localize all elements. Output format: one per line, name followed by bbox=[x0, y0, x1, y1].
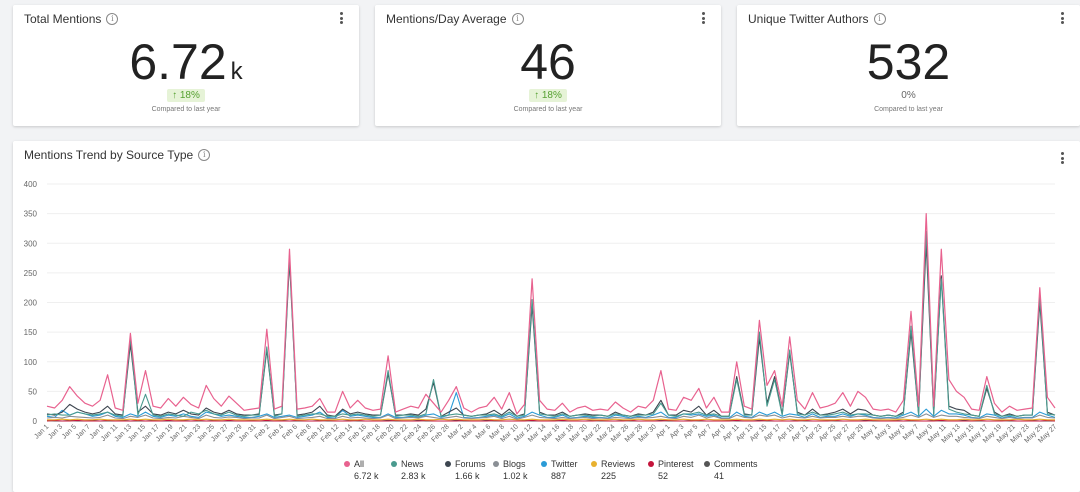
x-tick-label: Jan 3 bbox=[47, 423, 64, 440]
series-line-blogs bbox=[46, 413, 1056, 420]
kpi-card-mentions-per-day: Mentions/Day Average i 46 ↑ 18% Compared… bbox=[375, 5, 721, 126]
legend-total: 2.83 k bbox=[401, 471, 426, 481]
kpi-value: 46 bbox=[375, 34, 721, 90]
legend-item-forums[interactable]: Forums 1.66 k bbox=[445, 459, 493, 481]
legend-total: 41 bbox=[714, 471, 725, 481]
more-options-icon[interactable] bbox=[1056, 151, 1068, 165]
legend-item-twitter[interactable]: Twitter 887 bbox=[541, 459, 591, 481]
x-tick-label: Apr 1 bbox=[655, 423, 672, 440]
legend-total: 6.72 k bbox=[354, 471, 379, 481]
trend-title: Mentions Trend by Source Type i bbox=[24, 148, 211, 162]
kpi-title-label: Total Mentions bbox=[24, 12, 102, 26]
legend-total: 887 bbox=[551, 471, 567, 481]
legend-label: Twitter bbox=[551, 459, 578, 469]
kpi-card-total-mentions: Total Mentions i 6.72 k ↑ 18% Compared to… bbox=[13, 5, 359, 126]
legend-dot-icon bbox=[391, 461, 397, 467]
kpi-change: ↑ 18% bbox=[375, 89, 721, 102]
legend-item-reviews[interactable]: Reviews 225 bbox=[591, 459, 648, 481]
y-tick-label: 200 bbox=[24, 299, 38, 308]
more-options-icon[interactable] bbox=[697, 11, 709, 25]
legend-item-blogs[interactable]: Blogs 1.02 k bbox=[493, 459, 541, 481]
legend-dot-icon bbox=[445, 461, 451, 467]
kpi-change: ↑ 18% bbox=[13, 89, 359, 102]
chart-legend: All 6.72 k News 2.83 k Forums 1.66 k Blogs 1.02… bbox=[344, 459, 764, 481]
kpi-value: 6.72 k bbox=[13, 34, 359, 100]
legend-label: News bbox=[401, 459, 424, 469]
kpi-compare-label: Compared to last year bbox=[513, 106, 583, 113]
series-line-all bbox=[46, 213, 1056, 415]
y-tick-label: 0 bbox=[33, 417, 38, 426]
legend-dot-icon bbox=[344, 461, 350, 467]
legend-label: All bbox=[354, 459, 365, 469]
legend-item-all[interactable]: All 6.72 k bbox=[344, 459, 391, 481]
y-tick-label: 150 bbox=[24, 328, 38, 337]
y-tick-label: 50 bbox=[28, 387, 37, 396]
kpi-change-badge: 0% bbox=[901, 90, 916, 101]
kpi-change-badge: ↑ 18% bbox=[529, 89, 567, 102]
y-tick-label: 250 bbox=[24, 269, 38, 278]
x-tick-label: Jan 7 bbox=[75, 423, 92, 440]
legend-item-comments[interactable]: Comments 41 bbox=[704, 459, 764, 481]
legend-dot-icon bbox=[648, 461, 654, 467]
legend-dot-icon bbox=[704, 461, 710, 467]
info-icon[interactable]: i bbox=[873, 13, 886, 25]
legend-item-pinterest[interactable]: Pinterest 52 bbox=[648, 459, 704, 481]
trend-card: Mentions Trend by Source Type i 0 50 100 15… bbox=[13, 141, 1080, 492]
kpi-title: Mentions/Day Average i bbox=[386, 12, 524, 26]
x-tick-label: Apr 3 bbox=[669, 423, 686, 440]
legend-total: 52 bbox=[658, 471, 669, 481]
info-icon[interactable]: i bbox=[106, 13, 119, 25]
kpi-value-number: 532 bbox=[866, 34, 951, 90]
kpi-title: Unique Twitter Authors i bbox=[748, 12, 886, 26]
y-tick-label: 300 bbox=[24, 239, 38, 248]
x-tick-label: Jan 5 bbox=[61, 423, 78, 440]
more-options-icon[interactable] bbox=[1056, 11, 1068, 25]
legend-label: Forums bbox=[455, 459, 486, 469]
series-line-reviews bbox=[47, 418, 1055, 421]
x-tick-label: Apr 7 bbox=[696, 423, 713, 440]
info-icon[interactable]: i bbox=[198, 149, 211, 161]
kpi-title-label: Mentions/Day Average bbox=[386, 12, 507, 26]
series-line-news bbox=[46, 230, 1056, 417]
legend-total: 225 bbox=[601, 471, 617, 481]
legend-label: Blogs bbox=[503, 459, 526, 469]
kpi-value: 532 bbox=[737, 34, 1080, 90]
legend-total: 1.02 k bbox=[503, 471, 528, 481]
legend-dot-icon bbox=[541, 461, 547, 467]
more-options-icon[interactable] bbox=[335, 11, 347, 25]
y-tick-label: 100 bbox=[24, 358, 38, 367]
info-icon[interactable]: i bbox=[511, 13, 524, 25]
trend-title-label: Mentions Trend by Source Type bbox=[24, 148, 194, 162]
x-tick-label: Apr 5 bbox=[683, 423, 700, 440]
kpi-value-number: 6.72 bbox=[129, 34, 227, 90]
legend-dot-icon bbox=[591, 461, 597, 467]
kpi-value-unit: k bbox=[230, 58, 243, 85]
kpi-change: 0% bbox=[737, 89, 1080, 102]
series-line-pinterest bbox=[46, 419, 1056, 422]
legend-item-news[interactable]: News 2.83 k bbox=[391, 459, 445, 481]
kpi-compare-label: Compared to last year bbox=[151, 106, 221, 113]
legend-label: Comments bbox=[714, 459, 758, 469]
legend-label: Pinterest bbox=[658, 459, 694, 469]
y-tick-label: 350 bbox=[24, 210, 38, 219]
kpi-value-number: 46 bbox=[520, 34, 576, 90]
legend-total: 1.66 k bbox=[455, 471, 480, 481]
y-tick-label: 400 bbox=[24, 180, 38, 189]
legend-label: Reviews bbox=[601, 459, 636, 469]
kpi-title: Total Mentions i bbox=[24, 12, 119, 26]
kpi-title-label: Unique Twitter Authors bbox=[748, 12, 869, 26]
kpi-card-unique-twitter-authors: Unique Twitter Authors i 532 0% Compared… bbox=[737, 5, 1080, 126]
kpi-change-badge: ↑ 18% bbox=[167, 89, 205, 102]
kpi-compare-label: Compared to last year bbox=[874, 106, 943, 113]
legend-dot-icon bbox=[493, 461, 499, 467]
